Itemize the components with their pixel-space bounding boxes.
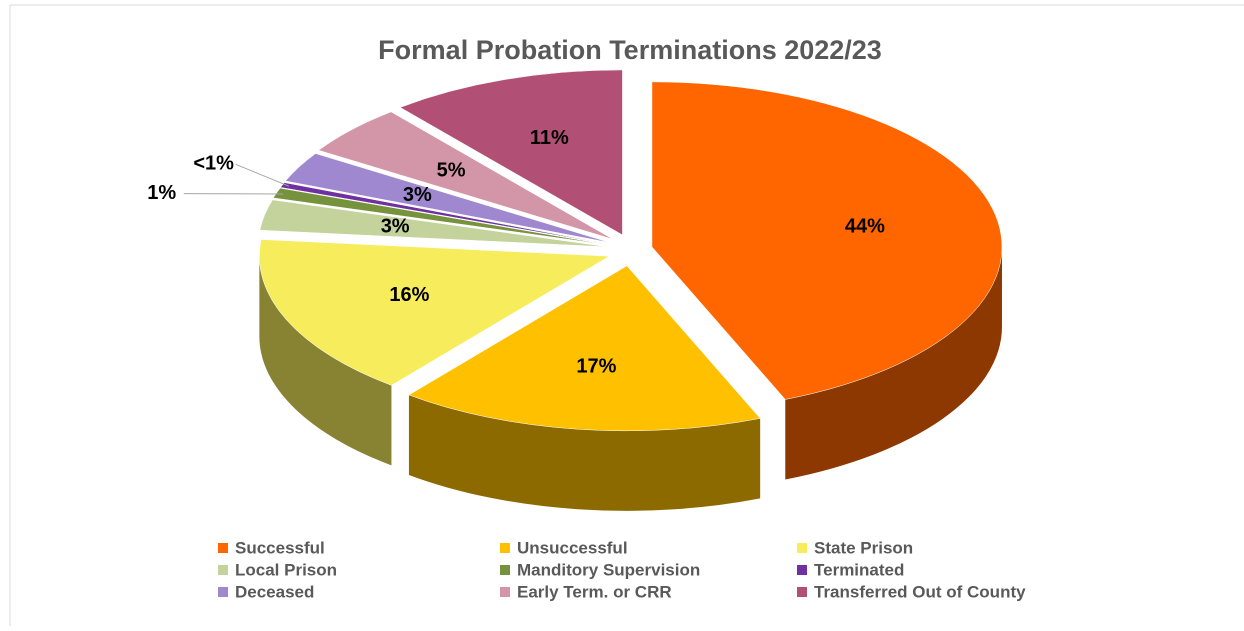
- legend-swatch: [500, 543, 510, 553]
- legend-swatch: [797, 565, 807, 575]
- legend-label: Manditory Supervision: [517, 560, 700, 579]
- legend-swatch: [218, 565, 228, 575]
- legend-label: State Prison: [814, 538, 913, 557]
- legend-swatch: [797, 587, 807, 597]
- data-label: 1%: [147, 182, 176, 204]
- data-label: 3%: [381, 215, 410, 237]
- data-label: 11%: [530, 127, 569, 149]
- legend-label: Deceased: [235, 582, 314, 601]
- legend-label: Successful: [235, 538, 325, 557]
- data-label: 44%: [845, 215, 885, 237]
- data-label: 3%: [403, 184, 432, 206]
- legend-swatch: [500, 565, 510, 575]
- legend-label: Early Term. or CRR: [517, 582, 672, 601]
- legend-label: Unsuccessful: [517, 538, 628, 557]
- legend-label: Local Prison: [235, 560, 337, 579]
- data-label: 5%: [437, 160, 466, 182]
- chart-title: Formal Probation Terminations 2022/23: [378, 35, 882, 65]
- legend-label: Transferred Out of County: [814, 582, 1026, 601]
- data-label: 17%: [576, 355, 616, 377]
- legend-swatch: [218, 587, 228, 597]
- legend-swatch: [218, 543, 228, 553]
- data-label: <1%: [193, 153, 234, 175]
- legend-swatch: [797, 543, 807, 553]
- legend-swatch: [500, 587, 510, 597]
- leader-line: [236, 164, 289, 186]
- data-label: 16%: [389, 284, 429, 306]
- legend-label: Terminated: [814, 560, 904, 579]
